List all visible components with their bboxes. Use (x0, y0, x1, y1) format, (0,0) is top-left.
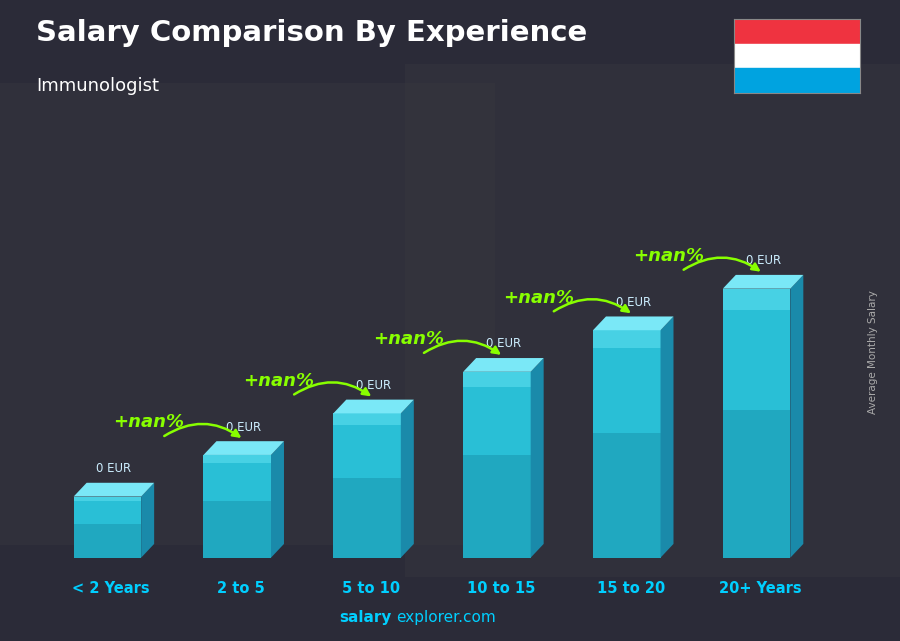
Text: +nan%: +nan% (374, 330, 444, 348)
Text: < 2 Years: < 2 Years (73, 581, 150, 595)
Polygon shape (593, 317, 673, 330)
Text: 0 EUR: 0 EUR (745, 254, 780, 267)
Polygon shape (723, 288, 790, 410)
Bar (734, 44, 860, 69)
Text: 2 to 5: 2 to 5 (217, 581, 265, 595)
Polygon shape (74, 497, 141, 524)
Text: 0 EUR: 0 EUR (226, 420, 261, 433)
Polygon shape (333, 478, 400, 558)
Polygon shape (203, 455, 271, 463)
Text: 10 to 15: 10 to 15 (466, 581, 535, 595)
Polygon shape (790, 275, 804, 558)
Bar (0, 83, 495, 545)
Polygon shape (464, 372, 531, 456)
Polygon shape (593, 330, 661, 433)
Text: 0 EUR: 0 EUR (96, 462, 131, 475)
Polygon shape (203, 455, 271, 501)
Polygon shape (723, 288, 790, 310)
Polygon shape (661, 317, 673, 558)
Text: Average Monthly Salary: Average Monthly Salary (868, 290, 878, 415)
Polygon shape (333, 413, 400, 478)
Text: explorer.com: explorer.com (396, 610, 496, 625)
Polygon shape (723, 275, 804, 288)
Text: Immunologist: Immunologist (36, 77, 159, 95)
Text: 15 to 20: 15 to 20 (597, 581, 665, 595)
Polygon shape (74, 497, 141, 501)
Polygon shape (464, 372, 531, 387)
Bar (405, 64, 900, 577)
Bar (734, 19, 860, 44)
Text: +nan%: +nan% (503, 288, 574, 306)
Polygon shape (203, 501, 271, 558)
Text: Salary Comparison By Experience: Salary Comparison By Experience (36, 19, 587, 47)
Polygon shape (723, 410, 790, 558)
Text: 0 EUR: 0 EUR (486, 337, 521, 351)
Text: 5 to 10: 5 to 10 (342, 581, 400, 595)
Polygon shape (203, 441, 284, 455)
Polygon shape (74, 524, 141, 558)
Polygon shape (593, 330, 661, 349)
Text: +nan%: +nan% (113, 413, 184, 431)
Polygon shape (141, 483, 154, 558)
Text: salary: salary (339, 610, 392, 625)
Polygon shape (464, 358, 544, 372)
Polygon shape (464, 456, 531, 558)
Polygon shape (74, 483, 154, 497)
Polygon shape (271, 441, 284, 558)
Text: 0 EUR: 0 EUR (356, 379, 392, 392)
Text: +nan%: +nan% (633, 247, 704, 265)
Polygon shape (531, 358, 544, 558)
Polygon shape (400, 399, 414, 558)
Polygon shape (333, 399, 414, 413)
Text: +nan%: +nan% (243, 372, 314, 390)
Polygon shape (333, 413, 400, 425)
Polygon shape (593, 433, 661, 558)
Text: 0 EUR: 0 EUR (616, 296, 651, 309)
Bar (734, 69, 860, 93)
Text: 20+ Years: 20+ Years (719, 581, 802, 595)
